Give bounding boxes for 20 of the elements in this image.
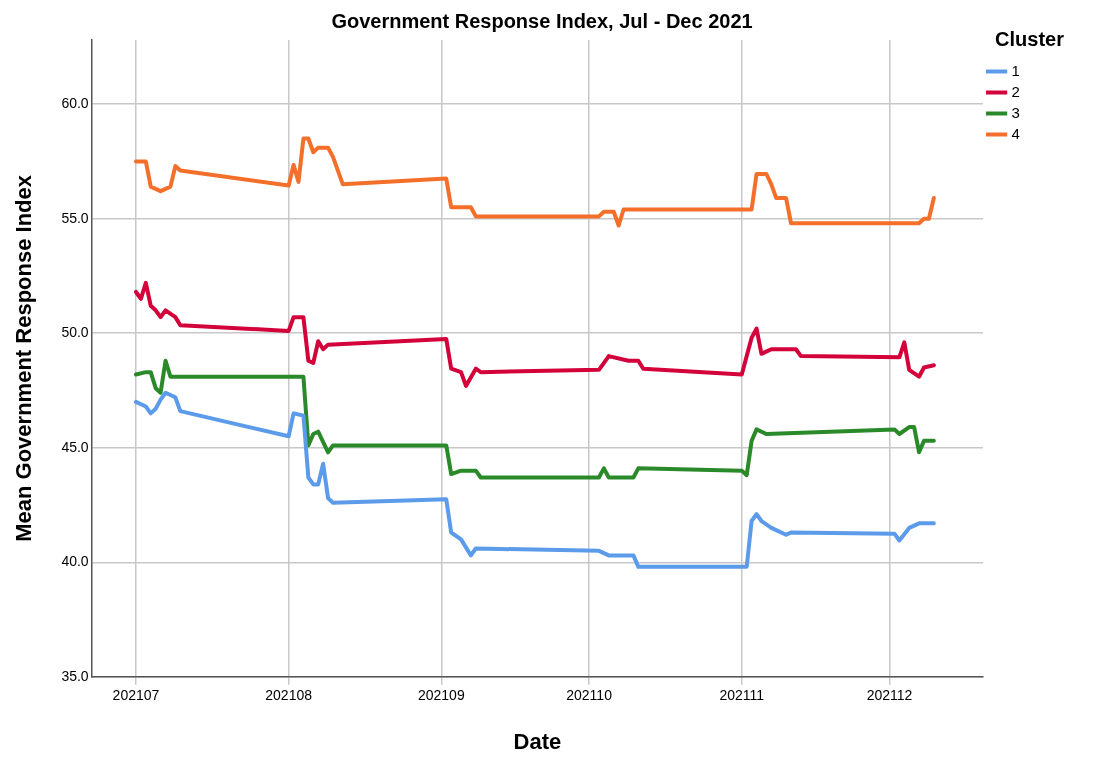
x-tick-label: 202108	[265, 687, 313, 704]
x-tick-label: 202111	[719, 687, 765, 704]
y-tick-label: 50.0	[61, 324, 89, 341]
y-tick-label: 40.0	[61, 553, 89, 570]
y-tick-label: 55.0	[61, 209, 89, 226]
y-tick-label: 35.0	[61, 667, 89, 684]
chart-title: Government Response Index, Jul - Dec 2021	[331, 9, 753, 32]
x-tick-label: 202112	[866, 687, 913, 704]
y-tick-label: 60.0	[61, 95, 89, 111]
legend-title: Cluster	[995, 27, 1065, 50]
x-tick-label: 202110	[566, 687, 613, 704]
x-tick-label: 202109	[417, 687, 465, 704]
legend-label: 2	[1011, 82, 1020, 100]
x-tick-label: 202107	[112, 687, 160, 704]
x-axis-title: Date	[513, 728, 562, 754]
legend-label: 4	[1011, 124, 1020, 142]
y-axis-title: Mean Government Response Index	[11, 174, 37, 542]
legend-label: 3	[1011, 103, 1020, 121]
legend-label: 1	[1011, 61, 1020, 79]
y-tick-label: 45.0	[61, 438, 89, 455]
